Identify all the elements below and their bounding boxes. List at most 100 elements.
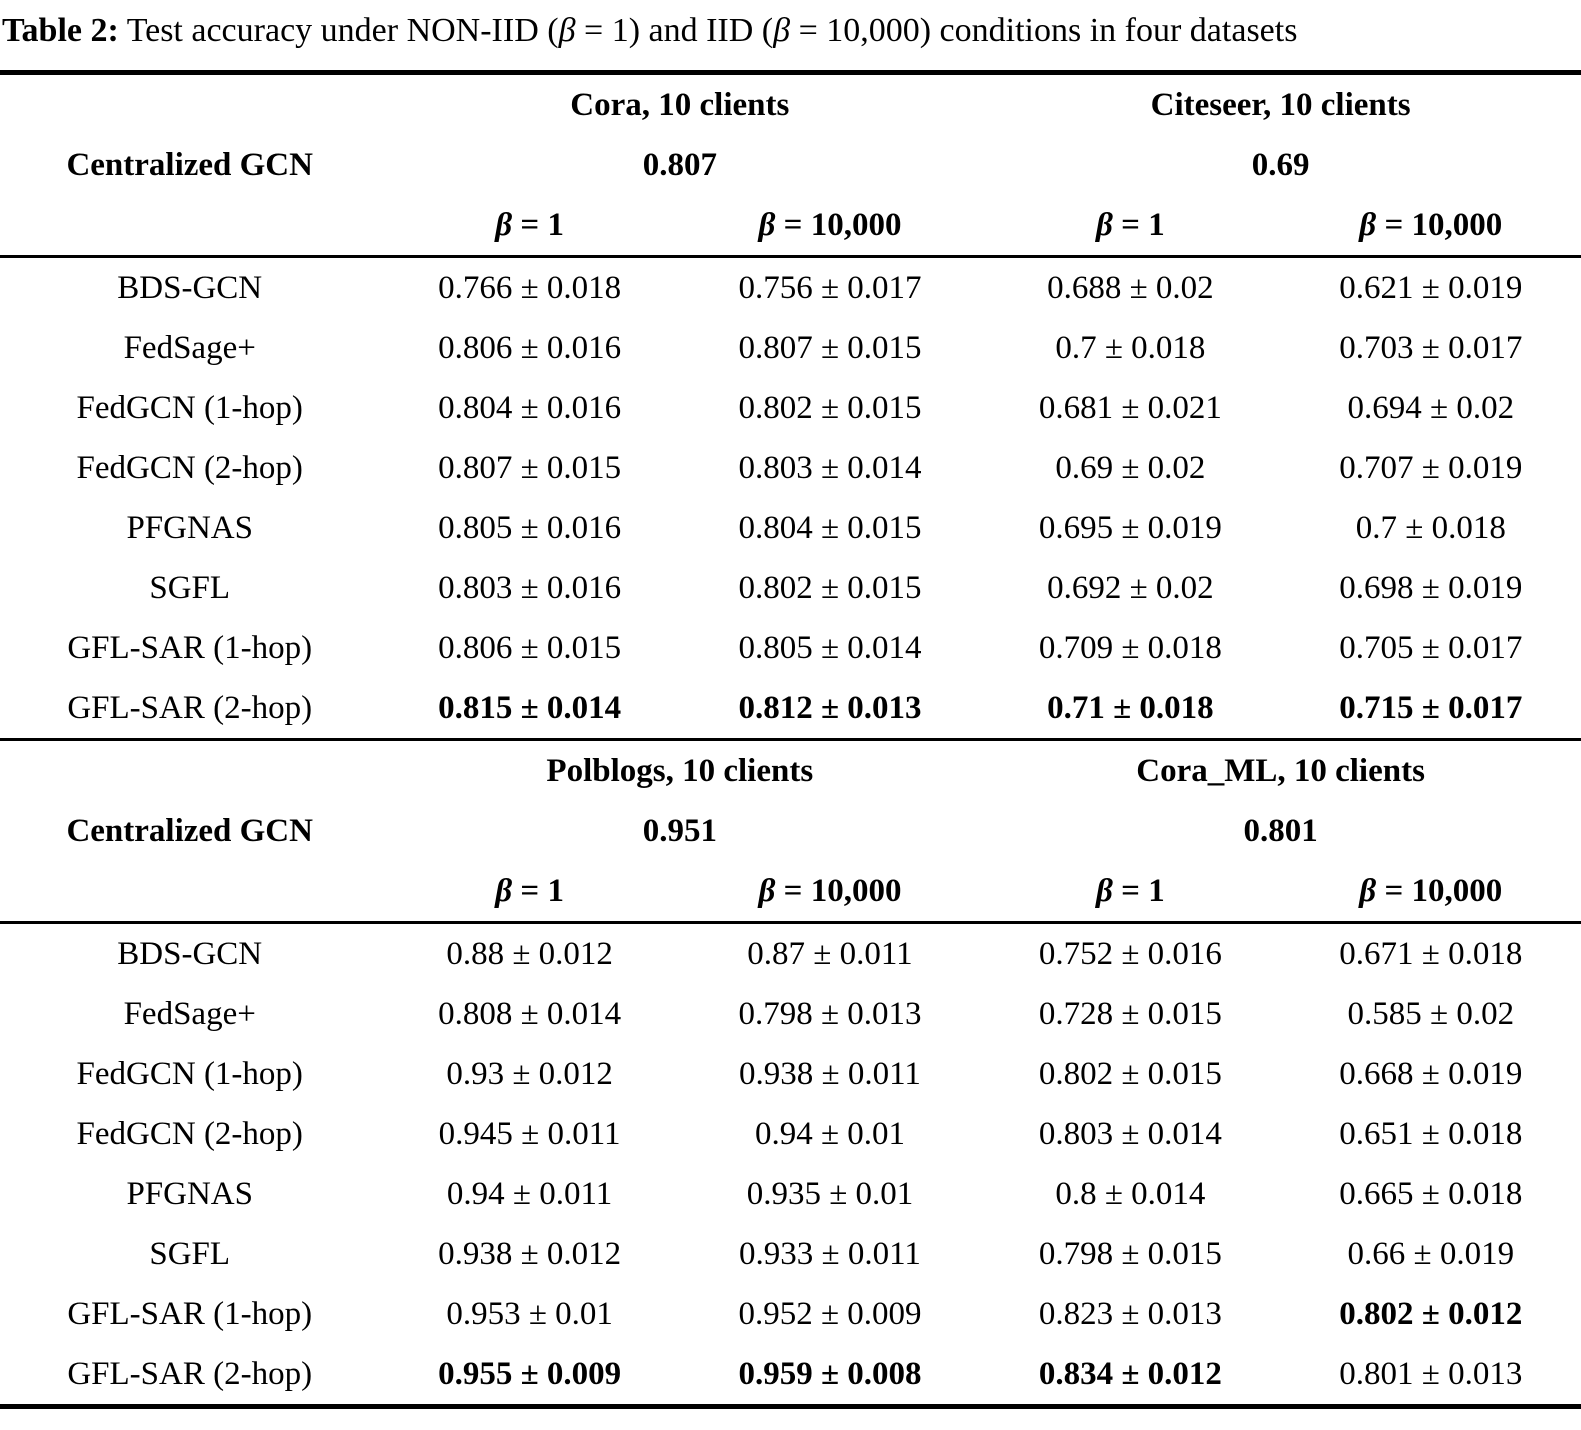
dataset-header: Cora, 10 clients xyxy=(570,86,790,123)
value-cell: 0.69 ± 0.02 xyxy=(1055,449,1206,486)
method-cell: FedGCN (1-hop) xyxy=(76,1055,303,1092)
value-cell: 0.804 ± 0.015 xyxy=(738,509,922,546)
value-cell-best: 0.812 ± 0.013 xyxy=(738,689,922,726)
method-cell: PFGNAS xyxy=(126,1175,253,1212)
table-row: GFL-SAR (1-hop) 0.806 ± 0.015 0.805 ± 0.… xyxy=(0,618,1581,678)
method-cell: SGFL xyxy=(149,1235,231,1272)
value-cell: 0.8 ± 0.014 xyxy=(1055,1175,1206,1212)
value-cell: 0.66 ± 0.019 xyxy=(1347,1235,1515,1272)
value-cell: 0.692 ± 0.02 xyxy=(1047,569,1214,606)
table-row: SGFL 0.938 ± 0.012 0.933 ± 0.011 0.798 ±… xyxy=(0,1224,1581,1284)
beta-column-header: β = 10,000 xyxy=(758,206,902,243)
value-cell-best: 0.71 ± 0.018 xyxy=(1047,689,1214,726)
value-cell: 0.803 ± 0.016 xyxy=(438,569,622,606)
beta-column-header: β = 10,000 xyxy=(1359,872,1503,909)
table-caption-label: Table 2: xyxy=(2,12,119,49)
value-cell: 0.7 ± 0.018 xyxy=(1055,329,1206,366)
empty-cell xyxy=(0,861,379,921)
value-cell: 0.804 ± 0.016 xyxy=(438,389,622,426)
value-cell: 0.694 ± 0.02 xyxy=(1347,389,1515,426)
method-cell: FedGCN (1-hop) xyxy=(76,389,303,426)
value-cell: 0.705 ± 0.017 xyxy=(1339,629,1523,666)
table-row: FedGCN (2-hop) 0.945 ± 0.011 0.94 ± 0.01… xyxy=(0,1104,1581,1164)
table-row: GFL-SAR (2-hop) 0.815 ± 0.014 0.812 ± 0.… xyxy=(0,678,1581,738)
value-cell: 0.93 ± 0.012 xyxy=(446,1055,613,1092)
value-cell: 0.952 ± 0.009 xyxy=(738,1295,922,1332)
beta-column-header: β = 1 xyxy=(1096,206,1165,243)
value-cell: 0.651 ± 0.018 xyxy=(1339,1115,1523,1152)
empty-cell xyxy=(0,741,379,801)
results-table-top-header: Cora, 10 clients Citeseer, 10 clients Ce… xyxy=(0,75,1581,255)
method-cell: GFL-SAR (1-hop) xyxy=(67,629,313,666)
value-cell: 0.807 ± 0.015 xyxy=(738,329,922,366)
method-cell: FedGCN (2-hop) xyxy=(76,449,303,486)
value-cell-best: 0.834 ± 0.012 xyxy=(1038,1355,1222,1392)
beta-symbol: β xyxy=(758,872,776,909)
method-cell: GFL-SAR (2-hop) xyxy=(67,1355,313,1392)
value-cell-best: 0.715 ± 0.017 xyxy=(1339,689,1523,726)
method-cell: PFGNAS xyxy=(126,509,253,546)
value-cell: 0.709 ± 0.018 xyxy=(1038,629,1222,666)
mid-rule xyxy=(0,921,1581,924)
value-cell: 0.805 ± 0.016 xyxy=(438,509,622,546)
value-cell: 0.87 ± 0.011 xyxy=(747,935,913,972)
dataset-header: Citeseer, 10 clients xyxy=(1150,86,1411,123)
centralized-value: 0.69 xyxy=(1251,146,1310,183)
beta-symbol: β xyxy=(1359,872,1377,909)
value-cell: 0.621 ± 0.019 xyxy=(1339,269,1523,306)
value-cell-best: 0.959 ± 0.008 xyxy=(738,1355,922,1392)
method-cell: SGFL xyxy=(149,569,231,606)
value-cell: 0.802 ± 0.015 xyxy=(1038,1055,1222,1092)
value-cell: 0.808 ± 0.014 xyxy=(438,995,622,1032)
value-cell: 0.806 ± 0.016 xyxy=(438,329,622,366)
value-cell: 0.94 ± 0.011 xyxy=(446,1175,613,1212)
value-cell: 0.945 ± 0.011 xyxy=(438,1115,621,1152)
value-cell: 0.671 ± 0.018 xyxy=(1339,935,1523,972)
beta-column-header: β = 10,000 xyxy=(758,872,902,909)
value-cell: 0.756 ± 0.017 xyxy=(738,269,922,306)
beta-symbol: β xyxy=(773,12,791,49)
value-cell: 0.798 ± 0.013 xyxy=(738,995,922,1032)
value-cell: 0.752 ± 0.016 xyxy=(1038,935,1222,972)
value-cell: 0.803 ± 0.014 xyxy=(1038,1115,1222,1152)
beta-column-header: β = 1 xyxy=(495,872,564,909)
table-row: BDS-GCN 0.766 ± 0.018 0.756 ± 0.017 0.68… xyxy=(0,258,1581,318)
value-cell: 0.665 ± 0.018 xyxy=(1339,1175,1523,1212)
table-row: GFL-SAR (2-hop) 0.955 ± 0.009 0.959 ± 0.… xyxy=(0,1344,1581,1404)
table-row: FedGCN (1-hop) 0.804 ± 0.016 0.802 ± 0.0… xyxy=(0,378,1581,438)
table-row: FedGCN (2-hop) 0.807 ± 0.015 0.803 ± 0.0… xyxy=(0,438,1581,498)
value-cell: 0.938 ± 0.012 xyxy=(438,1235,622,1272)
value-cell: 0.88 ± 0.012 xyxy=(446,935,613,972)
results-table-bottom-header: Polblogs, 10 clients Cora_ML, 10 clients… xyxy=(0,741,1581,921)
value-cell-best: 0.802 ± 0.012 xyxy=(1339,1295,1523,1332)
value-cell: 0.688 ± 0.02 xyxy=(1047,269,1214,306)
value-cell: 0.935 ± 0.01 xyxy=(746,1175,914,1212)
method-cell: FedGCN (2-hop) xyxy=(76,1115,303,1152)
value-cell: 0.766 ± 0.018 xyxy=(438,269,622,306)
value-cell: 0.933 ± 0.011 xyxy=(739,1235,921,1272)
centralized-gcn-label: Centralized GCN xyxy=(66,146,313,183)
table-row: FedSage+ 0.808 ± 0.014 0.798 ± 0.013 0.7… xyxy=(0,984,1581,1044)
value-cell: 0.681 ± 0.021 xyxy=(1038,389,1222,426)
table-row: FedGCN (1-hop) 0.93 ± 0.012 0.938 ± 0.01… xyxy=(0,1044,1581,1104)
empty-cell xyxy=(0,75,379,135)
value-cell: 0.698 ± 0.019 xyxy=(1339,569,1523,606)
table-caption-text-2: = 1) and IID ( xyxy=(575,12,774,49)
method-cell: GFL-SAR (1-hop) xyxy=(67,1295,313,1332)
value-cell: 0.807 ± 0.015 xyxy=(438,449,622,486)
value-cell: 0.7 ± 0.018 xyxy=(1355,509,1506,546)
centralized-value: 0.951 xyxy=(642,812,717,849)
beta-symbol: β xyxy=(495,206,513,243)
centralized-gcn-label: Centralized GCN xyxy=(66,812,313,849)
value-cell: 0.668 ± 0.019 xyxy=(1339,1055,1523,1092)
beta-symbol: β xyxy=(1096,206,1113,243)
value-cell-best: 0.815 ± 0.014 xyxy=(438,689,622,726)
method-cell: GFL-SAR (2-hop) xyxy=(67,689,313,726)
table-row: FedSage+ 0.806 ± 0.016 0.807 ± 0.015 0.7… xyxy=(0,318,1581,378)
beta-column-header: β = 1 xyxy=(495,206,564,243)
results-table-top-body: BDS-GCN 0.766 ± 0.018 0.756 ± 0.017 0.68… xyxy=(0,258,1581,738)
beta-symbol: β xyxy=(1359,206,1377,243)
value-cell: 0.938 ± 0.011 xyxy=(739,1055,921,1092)
value-cell: 0.728 ± 0.015 xyxy=(1038,995,1222,1032)
